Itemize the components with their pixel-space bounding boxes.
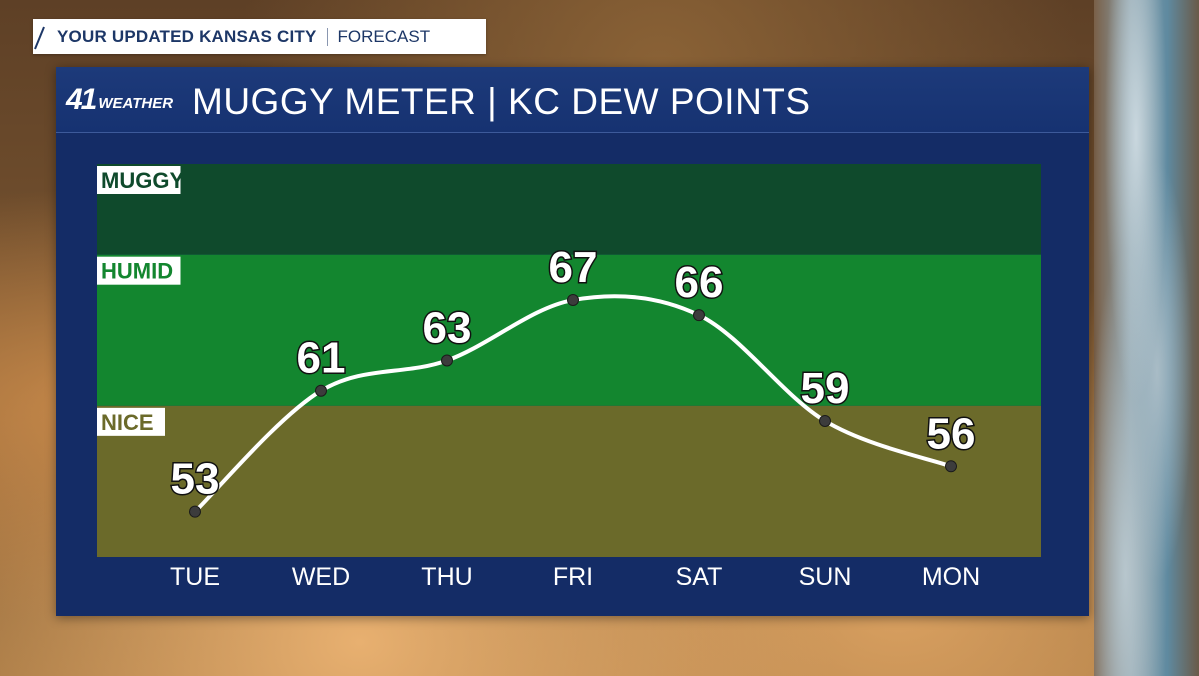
forecast-banner: YOUR UPDATED KANSAS CITY FORECAST bbox=[33, 19, 486, 54]
panel-header: 41 WEATHER MUGGY METER | KC DEW POINTS bbox=[56, 67, 1089, 133]
x-tick-mon: MON bbox=[922, 563, 980, 591]
logo-number: 41 bbox=[66, 83, 97, 116]
data-label-fri: 67 bbox=[549, 243, 598, 292]
band-label-box-humid bbox=[97, 256, 181, 285]
data-label-thu: 63 bbox=[423, 304, 472, 353]
data-point-wed bbox=[315, 384, 327, 397]
banner-title: YOUR UPDATED KANSAS CITY bbox=[57, 26, 317, 46]
station-logo: 41 WEATHER bbox=[66, 85, 173, 115]
chart-title: MUGGY METER | KC DEW POINTS bbox=[192, 81, 811, 122]
background-post bbox=[1094, 0, 1199, 676]
data-label-sat: 66 bbox=[675, 258, 724, 307]
data-point-mon bbox=[945, 460, 957, 473]
data-point-sat bbox=[693, 309, 705, 322]
data-label-tue: 53 bbox=[171, 455, 220, 504]
banner-divider bbox=[326, 27, 328, 46]
band-nice bbox=[97, 405, 1041, 557]
data-point-fri bbox=[567, 294, 579, 307]
band-humid bbox=[97, 254, 1041, 406]
data-point-thu bbox=[441, 354, 453, 367]
x-tick-sun: SUN bbox=[799, 563, 852, 591]
x-tick-wed: WED bbox=[292, 563, 350, 591]
data-label-mon: 56 bbox=[927, 409, 976, 458]
data-point-tue bbox=[189, 505, 201, 518]
x-tick-tue: TUE bbox=[170, 563, 220, 591]
banner-subtitle: FORECAST bbox=[337, 26, 431, 46]
data-label-sun: 59 bbox=[801, 364, 850, 413]
data-label-wed: 61 bbox=[297, 334, 346, 383]
chart-panel: 41 WEATHER MUGGY METER | KC DEW POINTS M… bbox=[56, 67, 1089, 616]
band-muggy bbox=[97, 164, 1041, 255]
band-label-box-nice bbox=[97, 407, 165, 436]
logo-word: WEATHER bbox=[98, 95, 174, 112]
data-point-sun bbox=[819, 414, 831, 427]
band-label-nice: NICE bbox=[101, 410, 154, 435]
dew-point-chart: MUGGY HUMID NICE 53 61 63 67 66 59 56 TUE WED THU FRI… bbox=[97, 164, 1041, 591]
x-tick-sat: SAT bbox=[676, 563, 723, 591]
band-label-box-muggy bbox=[97, 166, 181, 194]
x-tick-fri: FRI bbox=[553, 563, 593, 591]
x-tick-thu: THU bbox=[421, 563, 472, 591]
band-label-muggy: MUGGY bbox=[101, 168, 184, 193]
banner-accent bbox=[34, 26, 45, 50]
band-label-humid: HUMID bbox=[101, 259, 173, 284]
